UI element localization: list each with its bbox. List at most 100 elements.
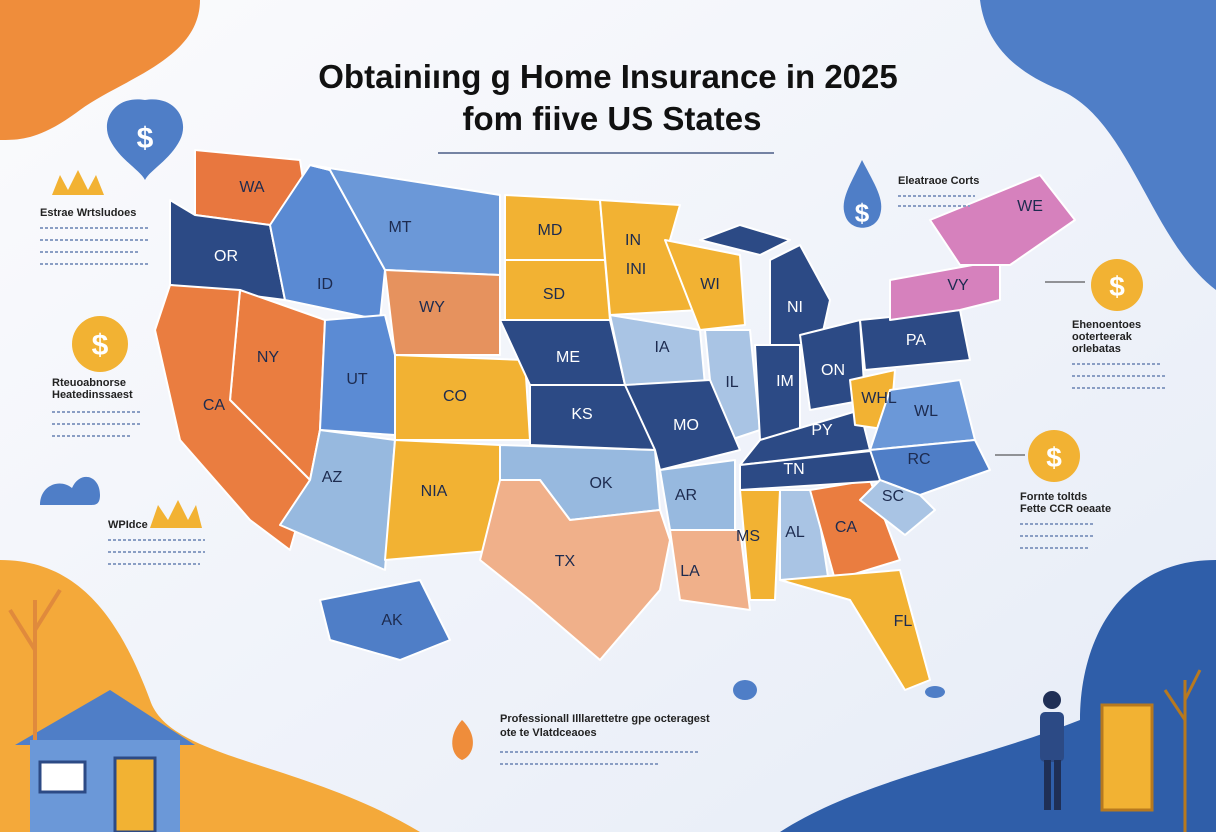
state-label: NIA (421, 483, 448, 500)
title: Obtainiıng g Home Insurance in 2025 (318, 58, 897, 95)
state-label: MO (673, 417, 699, 434)
blob (0, 0, 200, 140)
state-label: SD (543, 286, 565, 303)
state-label: SC (882, 488, 904, 505)
state-shape (859, 479, 936, 536)
state-label: IL (725, 374, 738, 391)
state-label: UT (346, 371, 368, 388)
state-label: WHL (861, 390, 897, 407)
state-shape (769, 244, 831, 346)
state-label: CO (443, 388, 467, 405)
state-label: PA (906, 332, 926, 349)
state-label: AR (675, 487, 697, 504)
callout-title: orlebatas (1072, 343, 1121, 355)
state-shape (319, 579, 451, 661)
title: fom fiive US States (463, 100, 762, 137)
state-label: WY (419, 299, 445, 316)
state-label: RC (907, 451, 930, 468)
state-label: WI (700, 276, 720, 293)
state-shape (384, 269, 501, 356)
callout-title: Fette CCR oeaate (1020, 503, 1111, 515)
state-shape (664, 239, 746, 331)
us-map (154, 149, 1076, 700)
flame-icon (452, 720, 473, 760)
state-label: MT (388, 219, 411, 236)
dollar-coin (1028, 430, 1080, 482)
callout-title: Heatedinssaest (52, 389, 133, 401)
state-shape (154, 284, 311, 551)
state-labels: WA OR MT ID WY NY CA UT CO AZ NIA MD SD … (203, 179, 1043, 630)
state-shape (624, 379, 741, 471)
house-door (113, 756, 157, 832)
icon-glyph: $ (1046, 442, 1062, 473)
icon-glyph: $ (855, 198, 870, 228)
state-label: VY (947, 277, 969, 294)
state-shape (669, 529, 751, 611)
callout-title: Rteuoabnorse (52, 377, 126, 389)
tree (1163, 669, 1202, 832)
state-label: FL (894, 613, 913, 630)
state-shape (739, 489, 781, 601)
dollar-coin (1091, 259, 1143, 311)
state-label: INI (626, 261, 646, 278)
state-label: PY (811, 422, 833, 439)
callout-title: ooterteerak (1072, 331, 1133, 343)
state-label: ON (821, 362, 845, 379)
state-label: TN (783, 461, 804, 478)
state-shape (754, 344, 801, 441)
cloud-icon (40, 476, 100, 505)
person-leg (1044, 760, 1051, 810)
person-body (1040, 712, 1064, 762)
icons: $ $ $ $ $ (8, 99, 1202, 832)
state-label: MD (538, 222, 563, 239)
state-label: KS (571, 406, 592, 423)
door (1100, 703, 1154, 812)
callout-title: Fornte toltds (1020, 491, 1087, 503)
dollar-shield (106, 99, 184, 180)
state-label: CA (203, 397, 226, 414)
callout-title: Estrae Wrtsludoes (40, 207, 136, 219)
icon-glyph: $ (137, 122, 154, 155)
tree (8, 588, 62, 740)
state-shape (659, 459, 736, 531)
dollar-drop (843, 160, 882, 228)
state-label: IN (625, 232, 641, 249)
state-label: MS (736, 528, 760, 545)
state-shape (479, 479, 671, 661)
state-label: AK (381, 612, 403, 629)
callout-title: Ehenoentoes (1072, 319, 1141, 331)
icon-glyph: $ (1109, 271, 1125, 302)
person-leg (1054, 760, 1061, 810)
state-label: IA (654, 339, 669, 356)
person-head (1043, 691, 1061, 709)
state-label: WL (914, 403, 938, 420)
state-label: AL (785, 524, 805, 541)
state-label: IM (776, 373, 794, 390)
state-label: CA (835, 519, 858, 536)
flame-icon (52, 170, 104, 195)
state-label: OR (214, 248, 238, 265)
state-label: AZ (322, 469, 343, 486)
state-shape (704, 329, 761, 441)
state-label: WA (239, 179, 265, 196)
callout-title: WPIdce (108, 519, 148, 531)
state-shape (699, 224, 791, 256)
flame-icon (150, 500, 202, 528)
island (925, 686, 945, 698)
callout-title: Eleatraoe Corts (898, 175, 979, 187)
house-window (38, 760, 87, 794)
state-label: NI (787, 299, 803, 316)
state-label: OK (589, 475, 612, 492)
icon-glyph: $ (92, 329, 109, 362)
state-shape (779, 569, 931, 691)
state-shape (279, 429, 396, 571)
state-label: ME (556, 349, 580, 366)
callout-title: Professionall Illlarettetre gpe octerage… (500, 713, 710, 725)
state-label: NY (257, 349, 280, 366)
island (733, 680, 757, 700)
callouts: Estrae Wrtsludoes Eleatraoe Corts Ehenoe… (40, 175, 1165, 765)
state-label: ID (317, 276, 333, 293)
state-label: WE (1017, 198, 1043, 215)
